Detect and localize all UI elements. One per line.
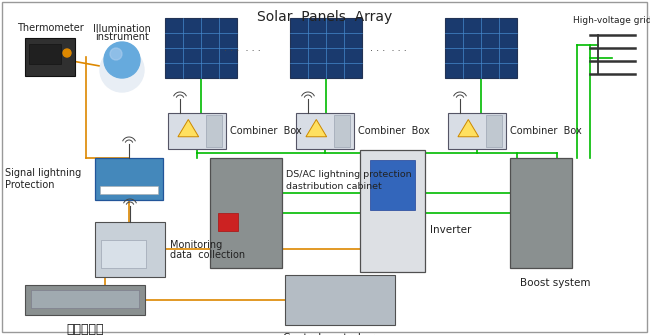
FancyBboxPatch shape: [370, 160, 415, 210]
Circle shape: [63, 49, 71, 57]
FancyBboxPatch shape: [25, 285, 145, 315]
FancyBboxPatch shape: [210, 158, 282, 268]
Circle shape: [100, 48, 144, 92]
Text: Signal lightning: Signal lightning: [5, 168, 81, 178]
Text: Thermometer: Thermometer: [17, 23, 83, 33]
Text: Illumination: Illumination: [93, 24, 151, 34]
Polygon shape: [178, 120, 199, 137]
Text: Boost system: Boost system: [520, 278, 590, 288]
FancyBboxPatch shape: [95, 158, 163, 200]
Text: Central control   room: Central control room: [283, 333, 397, 335]
FancyBboxPatch shape: [95, 222, 165, 277]
Text: Solar  Panels  Array: Solar Panels Array: [257, 10, 393, 24]
FancyBboxPatch shape: [285, 275, 395, 325]
Text: Inverter: Inverter: [430, 225, 471, 235]
FancyBboxPatch shape: [218, 213, 238, 231]
Text: Combiner  Box: Combiner Box: [230, 126, 302, 136]
Text: instrument: instrument: [95, 32, 149, 42]
Circle shape: [104, 42, 140, 78]
Text: 网络防雷器: 网络防雷器: [66, 323, 104, 335]
Text: . . .  . . .: . . . . . .: [370, 43, 406, 53]
FancyBboxPatch shape: [31, 290, 139, 308]
Polygon shape: [458, 120, 478, 137]
FancyBboxPatch shape: [448, 113, 506, 149]
FancyBboxPatch shape: [25, 38, 75, 76]
FancyBboxPatch shape: [360, 150, 425, 272]
Polygon shape: [306, 120, 327, 137]
FancyBboxPatch shape: [165, 18, 237, 78]
Text: data  collection: data collection: [170, 250, 245, 260]
FancyBboxPatch shape: [486, 115, 502, 147]
FancyBboxPatch shape: [333, 115, 350, 147]
FancyBboxPatch shape: [290, 18, 362, 78]
Text: High-voltage grid: High-voltage grid: [573, 16, 650, 25]
FancyBboxPatch shape: [29, 44, 61, 64]
FancyBboxPatch shape: [296, 113, 354, 149]
FancyBboxPatch shape: [445, 18, 517, 78]
Circle shape: [110, 48, 122, 60]
FancyBboxPatch shape: [510, 158, 572, 268]
FancyBboxPatch shape: [205, 115, 222, 147]
Text: Combiner  Box: Combiner Box: [510, 126, 582, 136]
Text: dastribution cabinet: dastribution cabinet: [286, 182, 382, 191]
Text: Combiner  Box: Combiner Box: [358, 126, 430, 136]
FancyBboxPatch shape: [101, 240, 146, 268]
Text: Protection: Protection: [5, 180, 55, 190]
Text: DS/AC lightning protection: DS/AC lightning protection: [286, 170, 411, 179]
FancyBboxPatch shape: [100, 186, 158, 194]
Text: . . .  . . .: . . . . . .: [224, 43, 261, 53]
FancyBboxPatch shape: [168, 113, 226, 149]
Text: Monitoring: Monitoring: [170, 240, 222, 250]
